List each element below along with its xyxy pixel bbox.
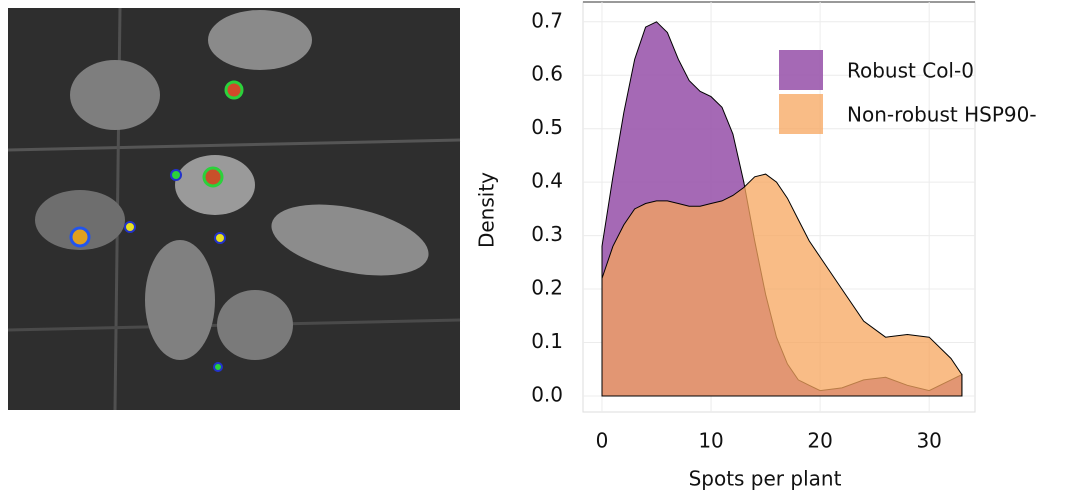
y-tick-label: 0.6 (531, 62, 563, 86)
legend-label: Robust Col-0 (847, 59, 974, 83)
spot (214, 232, 226, 244)
legend-swatch (779, 94, 823, 134)
y-tick-label: 0.3 (531, 222, 563, 246)
spot (202, 166, 224, 188)
image-line (7, 138, 461, 152)
y-tick-label: 0.1 (531, 329, 563, 353)
x-axis-label: Spots per plant (689, 467, 842, 491)
leaf (35, 190, 125, 250)
leaf (208, 10, 312, 70)
spot (124, 221, 136, 233)
y-tick-label: 0.7 (531, 8, 563, 32)
spot (69, 226, 91, 248)
legend-swatch (779, 50, 823, 90)
legend-label: Non-robust HSP90- (847, 103, 1037, 127)
spot (170, 169, 182, 181)
density-area (601, 173, 963, 397)
y-axis-label: Density (475, 172, 499, 248)
spot (224, 80, 244, 100)
leaf (70, 60, 160, 130)
y-tick-label: 0.0 (531, 382, 563, 406)
x-tick-label: 30 (916, 429, 941, 453)
y-tick-label: 0.4 (531, 169, 563, 193)
leaf (217, 290, 293, 360)
spot (213, 362, 223, 372)
plant-image (7, 7, 461, 411)
x-tick-label: 10 (698, 429, 723, 453)
leaf (271, 204, 429, 276)
x-tick-label: 20 (807, 429, 832, 453)
x-tick-label: 0 (596, 429, 609, 453)
y-tick-label: 0.2 (531, 276, 563, 300)
y-tick-label: 0.5 (531, 115, 563, 139)
leaf (145, 240, 215, 360)
